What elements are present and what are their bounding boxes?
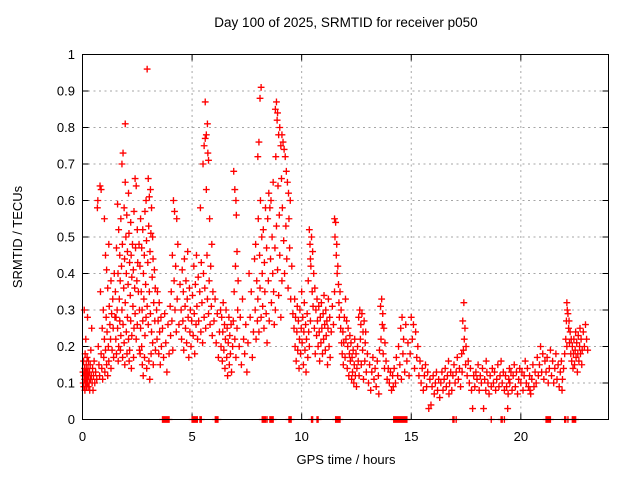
x-tick-label: 5 [188,429,195,444]
x-axis-label: GPS time / hours [297,452,396,467]
y-tick-label: 0.3 [57,303,75,318]
y-tick-label: 0.7 [57,157,75,172]
y-tick-label: 0.1 [57,376,75,391]
y-axis-label: SRMTID / TECUs [10,185,25,288]
series-layer [79,65,592,423]
y-tick-label: 0.9 [57,84,75,99]
grid-layer [82,54,609,420]
y-tick-label: 0.4 [57,266,75,281]
scatter-series-srmtid-p050 [79,65,592,423]
x-tick-label: 10 [294,429,308,444]
plot-border [82,54,609,420]
tick-label-layer: 0 5 10 15 20 0 0.1 0.2 0.3 0.4 0.5 0.6 0.7 0.8 0.9 1 [57,47,528,444]
y-tick-label: 0.8 [57,120,75,135]
y-tick-label: 0 [68,412,75,427]
x-tick-label: 20 [514,429,528,444]
y-tick-label: 0.2 [57,339,75,354]
y-tick-label: 0.6 [57,193,75,208]
x-tick-label: 0 [79,429,86,444]
y-tick-label: 1 [68,47,75,62]
x-tick-label: 15 [404,429,418,444]
y-tick-label: 0.5 [57,230,75,245]
chart-title: Day 100 of 2025, SRMTID for receiver p05… [214,15,477,30]
